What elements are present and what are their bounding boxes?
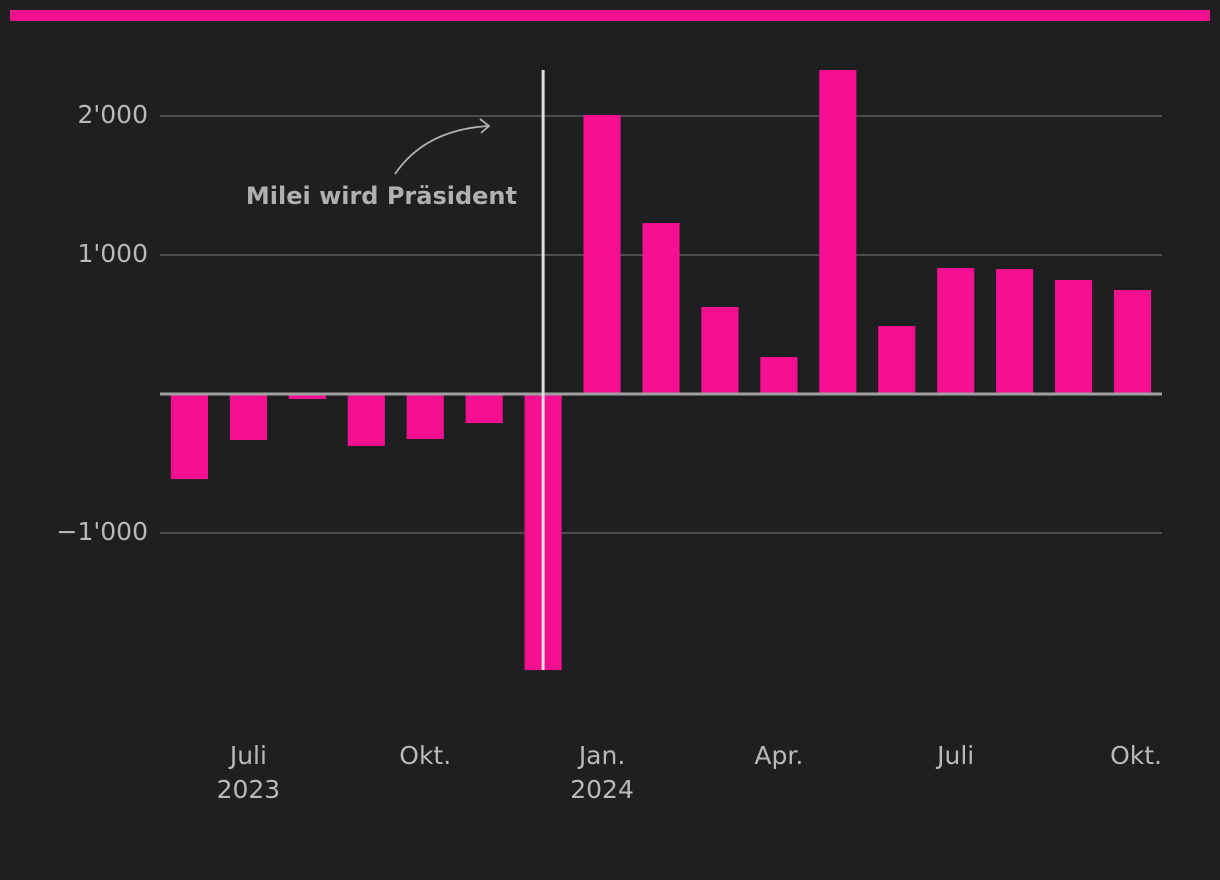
y-tick-label: 2'000 (78, 100, 149, 129)
bar (229, 394, 267, 441)
x-tick-year: 2024 (570, 775, 634, 804)
bar (583, 115, 621, 394)
bar (937, 268, 975, 394)
bar (819, 69, 857, 394)
y-tick-label: −1'000 (57, 517, 148, 546)
top-accent (10, 10, 1210, 21)
x-tick-year: 2023 (217, 775, 281, 804)
bar (170, 394, 209, 480)
bar (760, 357, 798, 394)
bar (465, 394, 503, 424)
bar (878, 326, 916, 394)
x-tick-label: Jan. (577, 741, 625, 770)
x-tick-label: Juli (228, 741, 267, 770)
x-tick-label: Apr. (754, 741, 803, 770)
bar (996, 269, 1034, 394)
bar (1055, 280, 1093, 394)
bar (288, 394, 326, 400)
x-tick-label: Okt. (1110, 741, 1162, 770)
x-tick-label: Okt. (399, 741, 451, 770)
bar (1113, 290, 1152, 394)
x-tick-label: Juli (935, 741, 974, 770)
annotation-arrow (394, 118, 491, 175)
bar (701, 306, 739, 394)
bar (642, 223, 680, 394)
y-tick-label: 1'000 (78, 239, 149, 268)
bar (347, 394, 385, 446)
bar (406, 394, 444, 440)
annotation: Milei wird Präsident (246, 182, 517, 210)
